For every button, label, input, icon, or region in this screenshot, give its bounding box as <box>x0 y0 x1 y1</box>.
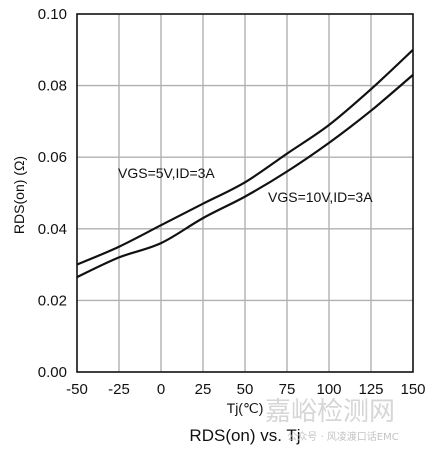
x-tick-label: 150 <box>400 381 425 398</box>
y-tick-label: 0.06 <box>38 149 67 166</box>
annotation-vgs-10v: VGS=10V,ID=3A <box>268 189 373 205</box>
x-tick-labels: -50 -25 0 25 50 75 100 125 150 <box>66 381 425 398</box>
plot-frame <box>76 13 414 373</box>
y-tick-label: 0.08 <box>38 78 67 95</box>
x-tick-label: -50 <box>66 381 88 398</box>
series-line-vgs-5v <box>76 48 414 266</box>
series-line-vgs-10v <box>76 74 414 279</box>
x-tick-label: 0 <box>157 381 165 398</box>
chart-title: RDS(on) vs. Tj <box>189 426 300 445</box>
y-tick-label: 0.10 <box>38 6 67 23</box>
y-tick-labels: 0.00 0.02 0.04 0.06 0.08 0.10 <box>38 6 67 381</box>
watermark-logo-text: 嘉峪检测网 <box>265 397 395 427</box>
y-tick-label: 0.00 <box>38 364 67 381</box>
y-tick-label: 0.02 <box>38 292 67 309</box>
y-axis-label: RDS(on) (Ω) <box>11 156 27 234</box>
x-tick-label: -25 <box>108 381 130 398</box>
annotation-vgs-5v: VGS=5V,ID=3A <box>118 165 215 181</box>
x-tick-label: 100 <box>316 381 341 398</box>
x-axis-label: Tj(℃) <box>227 400 264 416</box>
x-tick-label: 125 <box>358 381 383 398</box>
x-tick-label: 75 <box>279 381 296 398</box>
x-tick-label: 25 <box>195 381 212 398</box>
y-tick-label: 0.04 <box>38 221 67 238</box>
series-group <box>76 48 414 279</box>
x-tick-label: 50 <box>237 381 254 398</box>
grid <box>77 14 413 372</box>
watermark-caption: 公众号 · 风凌渡口话EMC <box>287 430 398 443</box>
